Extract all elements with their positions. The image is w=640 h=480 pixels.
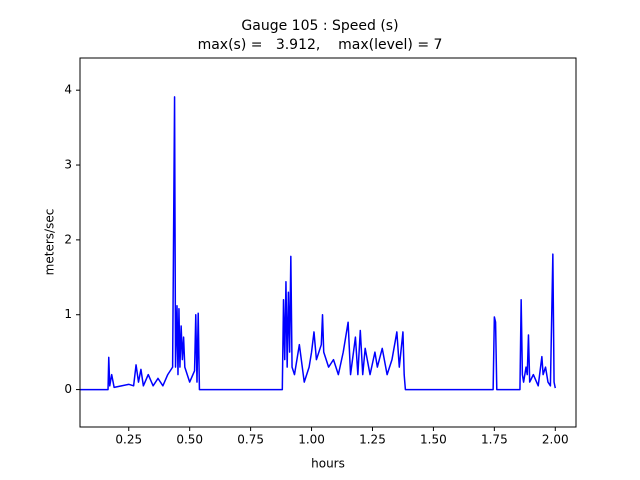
x-tick-label: 1.75 xyxy=(481,433,508,447)
y-tick-label: 3 xyxy=(64,158,72,172)
x-axis-label: hours xyxy=(311,457,345,471)
chart-subtitle: max(s) = 3.912, max(level) = 7 xyxy=(198,37,443,53)
chart-title: Gauge 105 : Speed (s) xyxy=(241,18,398,34)
y-tick-label: 1 xyxy=(64,307,72,321)
plot-frame xyxy=(79,57,577,428)
x-tick-label: 0.25 xyxy=(115,433,142,447)
x-tick-label: 1.00 xyxy=(298,433,325,447)
y-axis-label: meters/sec xyxy=(43,209,57,276)
y-tick-label: 4 xyxy=(64,83,72,97)
x-tick-label: 1.50 xyxy=(420,433,447,447)
y-tick-label: 0 xyxy=(64,382,72,396)
y-tick-label: 2 xyxy=(64,232,72,246)
x-tick-label: 2.00 xyxy=(542,433,569,447)
data-line xyxy=(80,96,557,391)
x-tick-label: 0.75 xyxy=(237,433,264,447)
x-tick-label: 0.50 xyxy=(176,433,203,447)
x-tick-label: 1.25 xyxy=(359,433,386,447)
